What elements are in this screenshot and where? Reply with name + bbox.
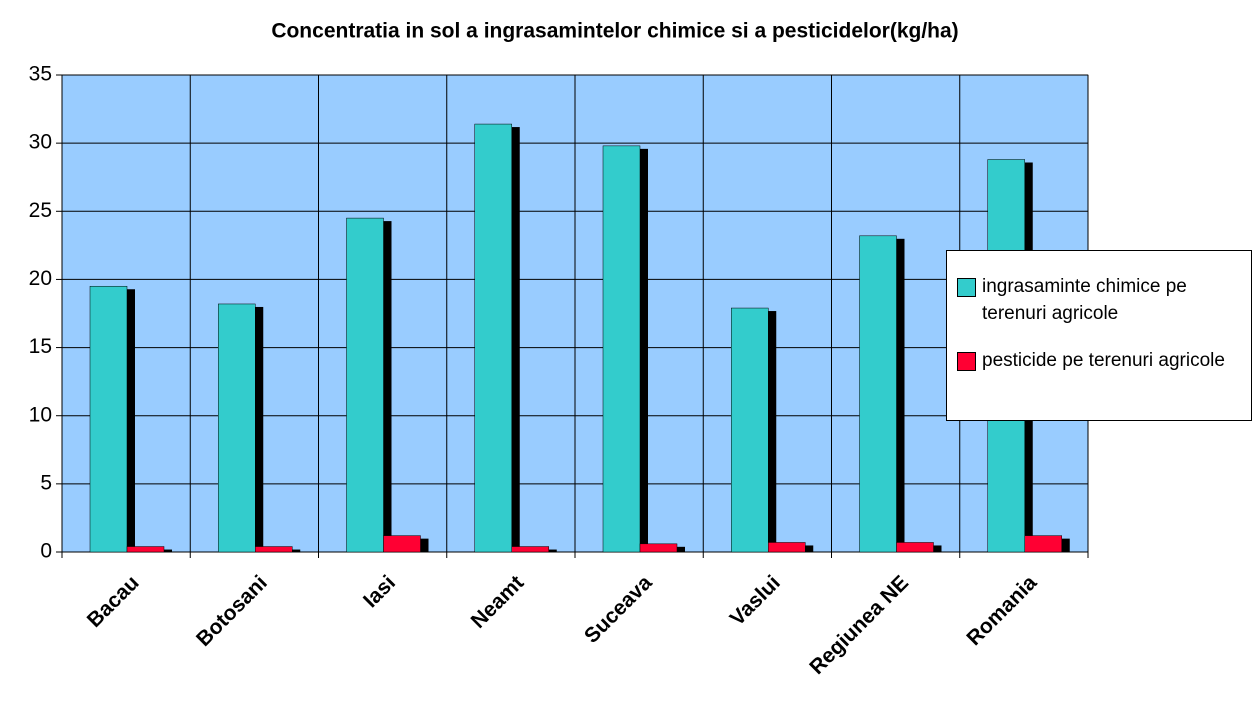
chart-title: Concentratia in sol a ingrasamintelor ch…	[271, 20, 958, 43]
legend-item: pesticide pe terenuri agricole	[957, 347, 1245, 374]
bar-shadow	[1061, 538, 1070, 552]
x-tick-label: Neamt	[467, 571, 529, 633]
bar-shadow	[511, 127, 520, 552]
legend-swatch	[957, 352, 976, 371]
bar	[255, 546, 293, 553]
y-tick-label: 25	[29, 199, 52, 222]
x-tick-label: Romania	[962, 571, 1041, 650]
bar	[89, 285, 128, 553]
x-tick-label: Suceava	[580, 571, 657, 648]
legend-swatch	[957, 278, 976, 297]
bar	[218, 303, 256, 553]
bar-shadow	[420, 538, 429, 552]
bar-shadow	[383, 221, 392, 552]
x-tick-label: Vaslui	[726, 571, 785, 630]
y-tick-label: 35	[29, 63, 52, 86]
legend-item: ingrasaminte chimice pe terenuri agricol…	[957, 273, 1245, 327]
bar	[731, 307, 769, 553]
legend: ingrasaminte chimice pe terenuri agricol…	[946, 250, 1252, 421]
bar	[1024, 535, 1062, 553]
y-tick-label: 5	[40, 471, 52, 494]
bar	[511, 546, 549, 553]
y-tick-label: 10	[29, 403, 52, 426]
bar-shadow	[292, 549, 301, 552]
bar-shadow	[933, 545, 942, 552]
legend-label: ingrasaminte chimice pe terenuri agricol…	[982, 276, 1187, 324]
bar-shadow	[164, 549, 172, 552]
bar-shadow	[255, 306, 264, 552]
bar-shadow	[548, 549, 557, 552]
bar-shadow	[768, 311, 777, 552]
bar	[602, 145, 641, 553]
bar-shadow	[896, 238, 905, 552]
legend-label: pesticide pe terenuri agricole	[982, 350, 1225, 371]
bar	[896, 542, 934, 553]
x-tick-label: Regiunea NE	[805, 571, 913, 679]
bar-shadow	[677, 546, 685, 552]
bar	[346, 217, 384, 553]
y-tick-label: 0	[40, 540, 52, 563]
y-tick-label: 15	[29, 335, 52, 358]
y-tick-label: 20	[29, 267, 52, 290]
x-tick-label: Botosani	[192, 571, 272, 651]
bar	[474, 123, 512, 553]
bar-shadow	[640, 148, 648, 552]
x-tick-label: Bacau	[83, 571, 144, 632]
bar	[859, 235, 897, 553]
bar	[383, 535, 421, 553]
bar	[639, 543, 678, 553]
bar	[126, 546, 165, 553]
y-tick-label: 30	[29, 131, 52, 154]
bar-shadow	[805, 545, 814, 552]
x-tick-label: Iasi	[359, 571, 400, 612]
bar	[768, 542, 806, 553]
bar-shadow	[127, 289, 135, 552]
